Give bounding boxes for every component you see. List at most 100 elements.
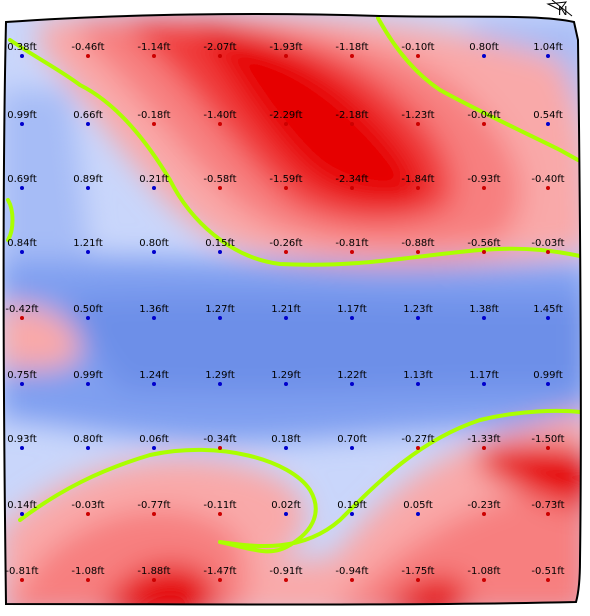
cut-zone-north-deep — [200, 20, 423, 204]
survey-point — [20, 54, 24, 58]
survey-point — [86, 250, 90, 254]
survey-point — [152, 186, 156, 190]
survey-point — [86, 54, 90, 58]
zero-line-northeast — [376, 16, 580, 162]
elevation-label: -0.03ft — [531, 238, 564, 249]
elevation-label: -2.18ft — [335, 110, 368, 121]
elevation-label: -0.91ft — [269, 566, 302, 577]
elevation-label: -0.03ft — [71, 500, 104, 511]
survey-point — [482, 186, 486, 190]
elevation-label: 0.80ft — [73, 434, 103, 445]
survey-point — [152, 54, 156, 58]
elevation-label: -2.34ft — [335, 174, 368, 185]
elevation-label: -0.73ft — [531, 500, 564, 511]
elevation-label: -0.04ft — [467, 110, 500, 121]
survey-point — [284, 122, 288, 126]
survey-point — [546, 512, 550, 516]
elevation-label: 1.23ft — [403, 304, 433, 315]
cut-zone-southeast-mid — [330, 470, 581, 605]
compass-arrow-icon — [546, 1, 568, 11]
survey-point — [350, 578, 354, 582]
elevation-label: 0.18ft — [271, 434, 301, 445]
elevation-label: 1.29ft — [205, 370, 235, 381]
survey-point — [482, 382, 486, 386]
elevation-label: 0.70ft — [337, 434, 367, 445]
elevation-label: -1.14ft — [137, 42, 170, 53]
elevation-label: 1.29ft — [271, 370, 301, 381]
elevation-label: 0.50ft — [73, 304, 103, 315]
survey-point — [350, 316, 354, 320]
elevation-label: 0.38ft — [7, 42, 37, 53]
survey-point — [86, 578, 90, 582]
survey-point — [20, 122, 24, 126]
survey-point — [546, 122, 550, 126]
elevation-label: -0.77ft — [137, 500, 170, 511]
survey-point — [416, 578, 420, 582]
survey-point — [218, 512, 222, 516]
elevation-label: -0.10ft — [401, 42, 434, 53]
elevation-label: 0.14ft — [7, 500, 37, 511]
elevation-label: -0.34ft — [203, 434, 236, 445]
elevation-label: -0.93ft — [467, 174, 500, 185]
survey-point — [152, 122, 156, 126]
survey-point — [152, 578, 156, 582]
elevation-label: 1.13ft — [403, 370, 433, 381]
survey-point — [350, 446, 354, 450]
survey-point — [350, 186, 354, 190]
elevation-label: 1.21ft — [271, 304, 301, 315]
survey-point — [416, 250, 420, 254]
survey-point — [86, 382, 90, 386]
survey-point — [546, 186, 550, 190]
elevation-label: -1.88ft — [137, 566, 170, 577]
survey-point — [284, 512, 288, 516]
elevation-label: -0.58ft — [203, 174, 236, 185]
survey-point — [284, 446, 288, 450]
survey-point — [416, 382, 420, 386]
survey-point — [350, 122, 354, 126]
survey-points: 0.38ft -0.46ft -1.14ft -2.07ft -1.93ft -1.18f… — [5, 42, 565, 582]
survey-point — [482, 512, 486, 516]
fill-zone-core — [60, 295, 581, 394]
survey-point — [284, 382, 288, 386]
survey-point — [152, 512, 156, 516]
zero-line-west — [6, 198, 15, 242]
compass-north-label: N — [558, 3, 567, 18]
survey-point — [20, 316, 24, 320]
survey-point — [416, 446, 420, 450]
survey-point — [152, 446, 156, 450]
elevation-label: 0.19ft — [337, 500, 367, 511]
survey-point — [218, 316, 222, 320]
elevation-label: -1.23ft — [401, 110, 434, 121]
elevation-label: -0.26ft — [269, 238, 302, 249]
survey-point — [86, 122, 90, 126]
survey-point — [546, 446, 550, 450]
field-boundary — [2, 13, 582, 606]
elevation-label: -1.33ft — [467, 434, 500, 445]
survey-point — [86, 186, 90, 190]
survey-point — [350, 382, 354, 386]
survey-point — [482, 316, 486, 320]
elevation-label: 0.69ft — [7, 174, 37, 185]
elevation-label: 0.21ft — [139, 174, 169, 185]
survey-point — [546, 250, 550, 254]
elevation-label: 0.80ft — [469, 42, 499, 53]
survey-point — [284, 54, 288, 58]
survey-point — [284, 186, 288, 190]
elevation-label: -2.29ft — [269, 110, 302, 121]
survey-point — [86, 512, 90, 516]
elevation-label: 1.17ft — [337, 304, 367, 315]
survey-point — [218, 54, 222, 58]
survey-point — [482, 578, 486, 582]
elevation-label: -0.11ft — [203, 500, 236, 511]
survey-point — [152, 382, 156, 386]
survey-point — [152, 316, 156, 320]
compass-needle-icon — [551, 0, 573, 17]
elevation-label: 1.36ft — [139, 304, 169, 315]
elevation-label: 0.89ft — [73, 174, 103, 185]
survey-point — [416, 54, 420, 58]
elevation-label: 1.45ft — [533, 304, 563, 315]
survey-point — [218, 122, 222, 126]
elevation-label: -1.40ft — [203, 110, 236, 121]
survey-point — [218, 186, 222, 190]
